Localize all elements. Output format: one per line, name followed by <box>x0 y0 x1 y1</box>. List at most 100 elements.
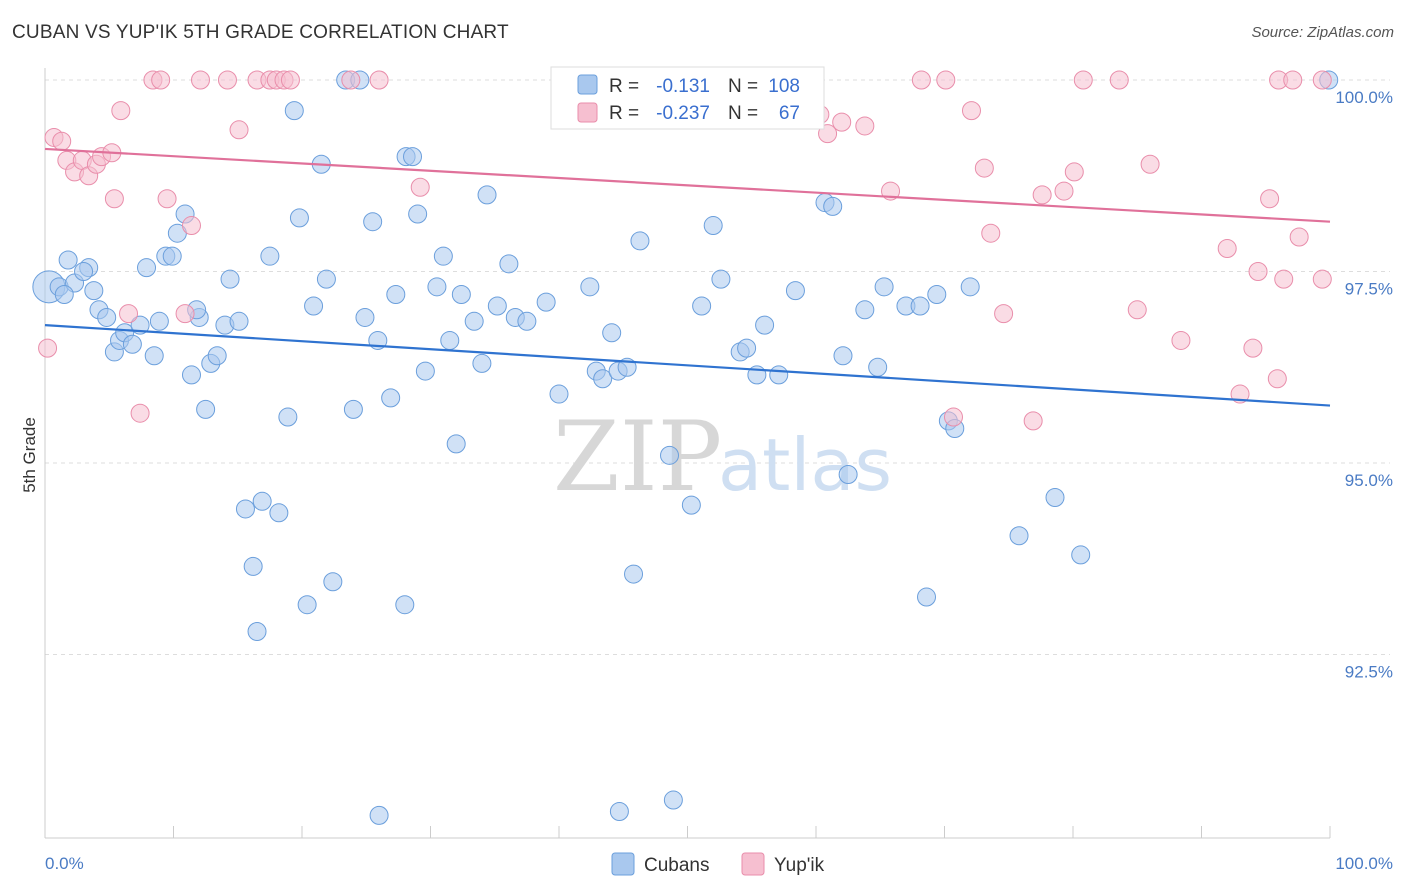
point-cubans <box>162 246 182 266</box>
point-cubans <box>917 587 937 607</box>
point-cubans <box>149 311 169 331</box>
trend-line-yupik <box>44 147 1331 223</box>
point-yupik <box>1274 269 1294 289</box>
point-cubans <box>433 246 453 266</box>
point-cubans <box>220 269 240 289</box>
point-cubans <box>464 311 484 331</box>
point-cubans <box>472 353 492 373</box>
point-yupik <box>1171 330 1191 350</box>
point-cubans <box>137 258 157 278</box>
point-yupik <box>1032 185 1052 205</box>
point-yupik <box>181 216 201 236</box>
point-cubans <box>681 495 701 515</box>
point-cubans <box>823 196 843 216</box>
point-cubans <box>323 572 343 592</box>
point-yupik <box>175 304 195 324</box>
point-yupik <box>217 70 237 90</box>
point-cubans <box>785 281 805 301</box>
point-yupik <box>190 70 210 90</box>
point-cubans <box>74 262 94 281</box>
point-cubans <box>343 399 363 419</box>
point-cubans <box>84 281 104 301</box>
point-cubans <box>711 269 731 289</box>
point-yupik <box>1054 181 1074 201</box>
point-cubans <box>580 277 600 297</box>
source-credit: Source: ZipAtlas.com <box>1251 24 1394 41</box>
point-yupik <box>911 70 931 90</box>
point-cubans <box>630 231 650 251</box>
point-cubans <box>247 622 267 642</box>
legend-r-value-cubans: -0.131 <box>656 76 710 97</box>
y-axis-label: 5th Grade <box>20 417 39 493</box>
point-cubans <box>144 346 164 366</box>
point-yupik <box>157 189 177 209</box>
point-yupik <box>1140 154 1160 174</box>
point-yupik <box>1283 70 1303 90</box>
point-cubans <box>446 434 466 454</box>
point-cubans <box>536 292 556 312</box>
legend-n-label: N = <box>728 103 758 124</box>
point-yupik <box>943 407 963 427</box>
point-cubans <box>196 399 216 419</box>
point-yupik <box>855 116 875 136</box>
point-yupik <box>38 338 58 358</box>
point-cubans <box>207 346 227 366</box>
legend-r-value-yupik: -0.237 <box>656 103 710 124</box>
point-cubans <box>130 315 150 335</box>
y-tick-label: 95.0% <box>1345 471 1393 490</box>
point-cubans <box>769 365 789 385</box>
point-cubans <box>737 338 757 358</box>
point-cubans <box>593 369 613 389</box>
y-tick-label: 100.0% <box>1335 88 1393 107</box>
point-cubans <box>260 246 280 266</box>
point-cubans <box>703 216 723 236</box>
point-cubans <box>304 296 324 316</box>
point-cubans <box>252 491 272 511</box>
y-tick-label: 92.5% <box>1345 663 1393 682</box>
point-yupik <box>1243 338 1263 358</box>
point-cubans <box>660 445 680 465</box>
point-yupik <box>1023 411 1043 431</box>
point-cubans <box>755 315 775 335</box>
point-yupik <box>229 120 249 140</box>
legend-swatch-cubans <box>577 74 598 95</box>
point-yupik <box>1289 227 1309 247</box>
point-cubans <box>855 300 875 320</box>
point-yupik <box>104 189 124 209</box>
point-cubans <box>692 296 712 316</box>
point-yupik <box>369 70 389 90</box>
point-cubans <box>97 307 117 327</box>
point-cubans <box>549 384 569 404</box>
point-cubans <box>181 365 201 385</box>
point-cubans <box>833 346 853 366</box>
point-cubans <box>910 296 930 316</box>
point-cubans <box>408 204 428 224</box>
legend-r-label: R = <box>609 76 639 97</box>
point-cubans <box>229 311 249 331</box>
point-cubans <box>415 361 435 381</box>
point-yupik <box>52 131 72 151</box>
legend-label-yupik: Yup'ik <box>774 855 825 876</box>
legend-n-value-cubans: 108 <box>768 76 800 97</box>
legend-swatch-yupik <box>577 102 598 123</box>
point-yupik <box>1267 369 1287 389</box>
point-yupik <box>936 70 956 90</box>
point-cubans <box>1009 526 1029 546</box>
point-yupik <box>1073 70 1093 90</box>
point-cubans <box>395 595 415 615</box>
point-cubans <box>269 503 289 523</box>
point-cubans <box>243 556 263 576</box>
point-cubans <box>663 790 683 810</box>
point-cubans <box>451 284 471 304</box>
x-tick-label: 100.0% <box>1335 854 1393 873</box>
point-yupik <box>130 403 150 423</box>
point-cubans <box>1045 487 1065 507</box>
point-yupik <box>1260 189 1280 209</box>
point-cubans <box>838 464 858 484</box>
point-yupik <box>961 101 981 121</box>
legend-label-cubans: Cubans <box>644 855 710 876</box>
point-yupik <box>974 158 994 178</box>
point-cubans <box>54 284 74 304</box>
trend-lines <box>44 147 1331 407</box>
legend-n-label: N = <box>728 76 758 97</box>
